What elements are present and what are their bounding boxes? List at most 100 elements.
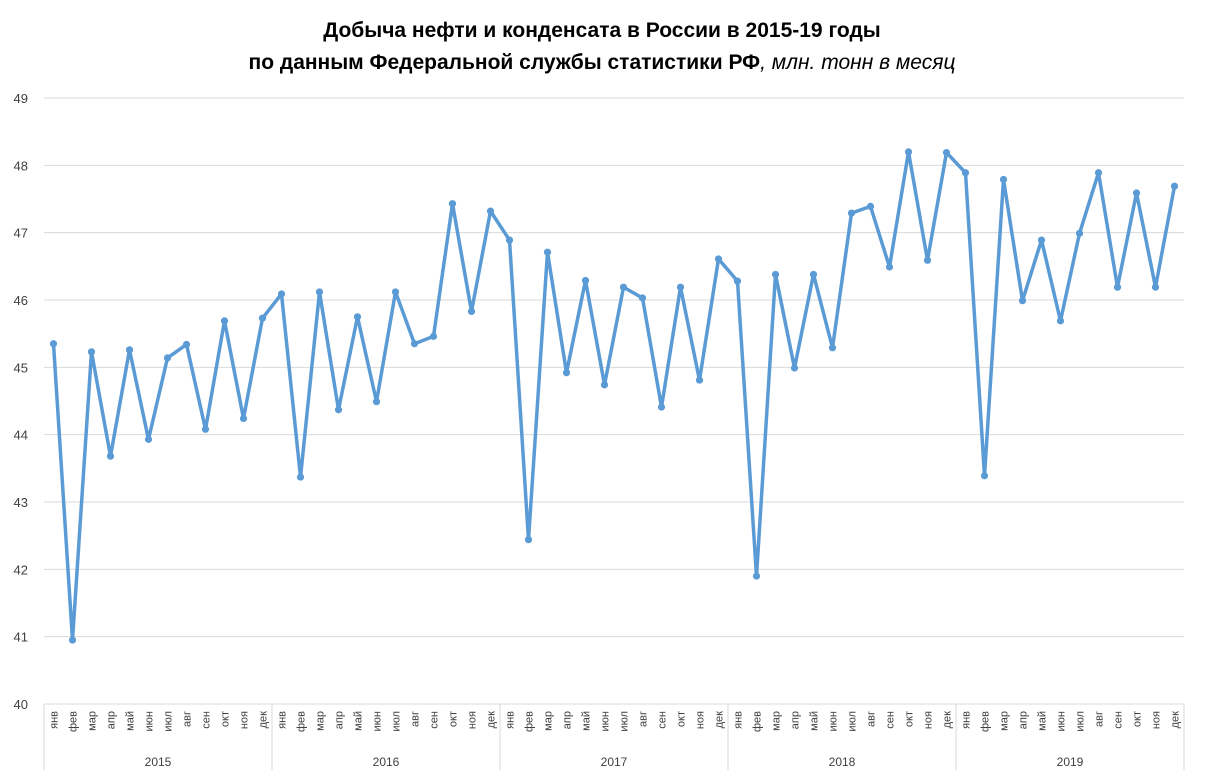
year-label: 2017 [601,755,628,769]
month-tick-label: янв [961,711,973,729]
data-point [638,294,647,302]
data-point [866,202,875,211]
data-point [961,169,970,177]
y-axis: 40 41 42 43 44 45 46 47 48 49 [14,91,28,712]
data-point [581,276,590,285]
data-point [410,340,419,348]
data-point [163,354,172,362]
y-tick-label: 43 [14,495,28,510]
series-line [51,150,1177,642]
month-tick-label: ноя [467,711,479,729]
data-point [372,398,381,406]
y-tick-label: 46 [14,293,28,308]
month-tick-label: май [1037,711,1049,731]
month-tick-label: май [353,711,365,731]
data-point [1132,189,1141,197]
month-tick-label: сен [201,711,213,729]
month-tick-label: ноя [1151,711,1163,729]
month-tick-label: мар [87,711,99,731]
month-tick-label: окт [448,711,460,727]
data-point [220,317,229,325]
data-point [1018,297,1027,305]
month-tick-label: июн [600,711,612,731]
month-tick-label: апр [790,711,802,729]
month-tick-label: мар [315,711,327,731]
year-label: 2016 [373,755,400,769]
month-tick-label: фев [296,711,308,732]
data-point [619,283,628,291]
data-point [467,307,476,316]
data-point [49,340,58,348]
data-point [695,376,704,384]
month-tick-label: июн [144,711,156,731]
year-label: 2019 [1057,755,1084,769]
data-point [87,348,96,356]
month-tick-label: ноя [923,711,935,729]
month-tick-label: авг [410,711,422,727]
month-tick-label: ноя [239,711,251,729]
data-point [1170,182,1179,190]
month-tick-label: июн [828,711,840,731]
data-point [657,403,666,411]
data-point [182,340,191,349]
month-tick-label: фев [524,711,536,732]
data-point [847,209,856,217]
data-point [828,344,837,352]
data-point [790,364,799,372]
month-tick-label: дек [1170,711,1182,729]
y-tick-label: 42 [14,562,28,577]
data-point [733,277,742,285]
month-tick-label: янв [505,711,517,729]
month-tick-label: окт [220,711,232,727]
data-point [1113,283,1122,291]
month-tick-label: мар [999,711,1011,731]
data-point [980,472,989,480]
month-tick-label: июн [1056,711,1068,731]
chart-title-line2-italic: , млн. тонн в месяц [760,51,955,74]
data-point [1037,236,1046,244]
month-tick-label: окт [1132,711,1144,727]
month-tick-label: мар [771,711,783,731]
chart-title-line1: Добыча нефти и конденсата в России в 201… [323,19,880,42]
y-tick-label: 40 [14,697,28,712]
month-tick-label: авг [182,711,194,727]
data-point [429,332,438,340]
month-tick-label: апр [106,711,118,729]
chart-title-line2-bold: по данным Федеральной службы статистики … [249,51,761,74]
month-tick-label: дек [258,711,270,729]
data-point [353,313,362,321]
data-point [448,200,457,208]
x-axis: янв фев мар апр май июн июл авг сен окт ноя дек янв ф… [43,703,1185,770]
data-point [125,346,134,354]
month-tick-label: фев [68,711,80,732]
data-point [524,536,533,544]
data-point [771,270,780,279]
y-tick-label: 45 [14,360,28,375]
data-point [809,270,818,279]
data-point [334,406,343,414]
data-point [752,572,761,580]
data-point [239,414,248,423]
data-point [923,256,932,264]
series-oil-production [49,148,1179,644]
y-tick-label: 48 [14,158,28,173]
month-tick-label: июл [1075,711,1087,732]
data-point [106,452,115,460]
month-tick-label: сен [429,711,441,729]
y-tick-label: 41 [14,630,28,645]
chart-title-line2: по данным Федеральной службы статистики … [249,51,956,74]
data-point [296,473,305,481]
month-tick-label: май [125,711,137,731]
month-tick-label: фев [980,711,992,732]
data-point [144,435,153,443]
y-tick-label: 49 [14,91,28,106]
month-tick-label: дек [486,711,498,729]
y-tick-label: 47 [14,226,28,241]
year-label: 2018 [829,755,856,769]
data-point [543,248,552,256]
month-tick-label: авг [866,711,878,727]
month-tick-label: окт [676,711,688,727]
y-tick-label: 44 [14,428,28,443]
data-point [1151,283,1160,291]
month-tick-label: фев [752,711,764,732]
